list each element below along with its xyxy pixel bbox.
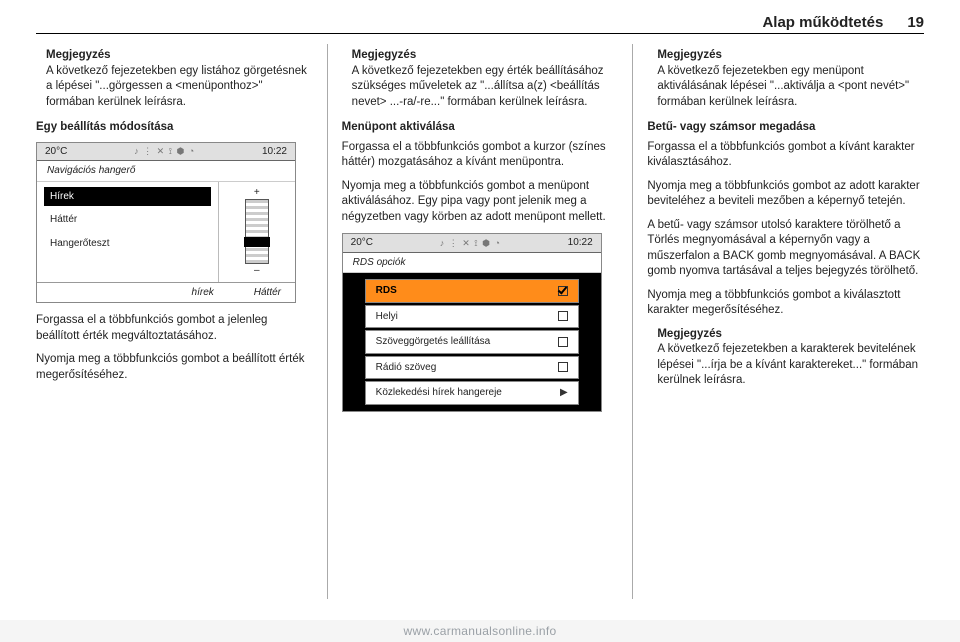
footer-right: Háttér xyxy=(254,286,281,300)
status-temp: 20°C xyxy=(45,145,67,159)
menu-row[interactable]: Rádió szöveg xyxy=(365,356,579,380)
status-icons: ♪ ⋮ ✕ ⟟ ⬢ ◔ xyxy=(440,237,501,249)
note-title: Megjegyzés xyxy=(657,327,924,343)
section-title: Menüpont aktiválása xyxy=(342,120,619,136)
note-block: Megjegyzés A következő fejezetekben egy … xyxy=(352,48,619,110)
status-clock: 10:22 xyxy=(568,236,593,250)
screen-footer: hírek Háttér xyxy=(37,282,295,303)
screen-title: RDS opciók xyxy=(343,253,601,274)
menu-row[interactable]: Szöveggörgetés leállítása xyxy=(365,330,579,354)
page-header: Alap működtetés 19 xyxy=(36,14,924,34)
screen-body: Hírek Háttér Hangerőteszt + – xyxy=(37,182,295,282)
paragraph: Forgassa el a többfunkciós gombot a jele… xyxy=(36,313,313,344)
slider-thumb[interactable] xyxy=(244,237,270,247)
note-title: Megjegyzés xyxy=(657,48,924,64)
header-title: Alap működtetés xyxy=(762,14,883,31)
plus-icon[interactable]: + xyxy=(254,186,260,200)
header-page-number: 19 xyxy=(907,14,924,31)
screenshot-rds-options: 20°C ♪ ⋮ ✕ ⟟ ⬢ ◔ 10:22 RDS opciók RDS He… xyxy=(342,233,602,412)
list-item[interactable]: Hírek xyxy=(43,186,212,208)
menu-row[interactable]: Helyi xyxy=(365,305,579,329)
chevron-right-icon: ▶ xyxy=(560,386,568,400)
note-body: A következő fejezetekben egy listához gö… xyxy=(46,64,313,111)
checkbox-icon xyxy=(558,337,568,347)
watermark: www.carmanualsonline.info xyxy=(0,624,960,638)
section-title: Egy beállítás módosítása xyxy=(36,120,313,136)
paragraph: Nyomja meg a többfunkciós gombot a kivál… xyxy=(647,288,924,319)
list-item[interactable]: Háttér xyxy=(43,209,212,231)
screenshot-nav-volume: 20°C ♪ ⋮ ✕ ⟟ ⬢ ◔ 10:22 Navigációs hanger… xyxy=(36,142,296,304)
screen-body: RDS Helyi Szöveggörgetés leállítása Rádi… xyxy=(343,273,601,411)
status-bar: 20°C ♪ ⋮ ✕ ⟟ ⬢ ◔ 10:22 xyxy=(37,143,295,162)
note-block: Megjegyzés A következő fejezetekben egy … xyxy=(46,48,313,110)
list-item[interactable]: Hangerőteszt xyxy=(43,233,212,255)
note-block: Megjegyzés A következő fejezetekben egy … xyxy=(657,48,924,110)
manual-page: Alap működtetés 19 Megjegyzés A következ… xyxy=(0,0,960,620)
paragraph: Nyomja meg a többfunkciós gombot a beáll… xyxy=(36,352,313,383)
status-clock: 10:22 xyxy=(262,145,287,159)
note-title: Megjegyzés xyxy=(352,48,619,64)
note-title: Megjegyzés xyxy=(46,48,313,64)
footer-left: hírek xyxy=(192,286,214,300)
note-body: A következő fejezetekben a karakterek be… xyxy=(657,342,924,389)
paragraph: Forgassa el a többfunkciós gombot a kurz… xyxy=(342,140,619,171)
checkbox-icon xyxy=(558,362,568,372)
note-body: A következő fejezetekben egy menüpont ak… xyxy=(657,64,924,111)
column-2: Megjegyzés A következő fejezetekben egy … xyxy=(327,44,619,599)
checkbox-icon xyxy=(558,311,568,321)
note-body: A következő fejezetekben egy érték beáll… xyxy=(352,64,619,111)
option-list: Hírek Háttér Hangerőteszt xyxy=(37,182,218,282)
minus-icon[interactable]: – xyxy=(254,264,260,278)
row-label: RDS xyxy=(376,284,397,298)
row-label: Helyi xyxy=(376,310,398,324)
content-columns: Megjegyzés A következő fejezetekben egy … xyxy=(36,44,924,599)
paragraph: Forgassa el a többfunkciós gombot a kívá… xyxy=(647,140,924,171)
row-label: Rádió szöveg xyxy=(376,361,437,375)
row-label: Szöveggörgetés leállítása xyxy=(376,335,491,349)
volume-slider[interactable]: + – xyxy=(218,182,295,282)
section-title: Betű- vagy számsor megadása xyxy=(647,120,924,136)
paragraph: Nyomja meg a többfunkciós gombot az adot… xyxy=(647,179,924,210)
row-label: Közlekedési hírek hangereje xyxy=(376,386,502,400)
column-3: Megjegyzés A következő fejezetekben egy … xyxy=(632,44,924,599)
menu-row[interactable]: RDS xyxy=(365,279,579,303)
status-icons: ♪ ⋮ ✕ ⟟ ⬢ ◔ xyxy=(134,145,195,157)
status-bar: 20°C ♪ ⋮ ✕ ⟟ ⬢ ◔ 10:22 xyxy=(343,234,601,253)
checkbox-icon xyxy=(558,286,568,296)
slider-track[interactable] xyxy=(245,199,269,264)
column-1: Megjegyzés A következő fejezetekben egy … xyxy=(36,44,313,599)
menu-row[interactable]: Közlekedési hírek hangereje ▶ xyxy=(365,381,579,405)
paragraph: A betű- vagy számsor utolsó karaktere tö… xyxy=(647,218,924,280)
screen-title: Navigációs hangerő xyxy=(37,161,295,182)
status-temp: 20°C xyxy=(351,236,373,250)
paragraph: Nyomja meg a többfunkciós gombot a menüp… xyxy=(342,179,619,226)
note-block: Megjegyzés A következő fejezetekben a ka… xyxy=(657,327,924,389)
